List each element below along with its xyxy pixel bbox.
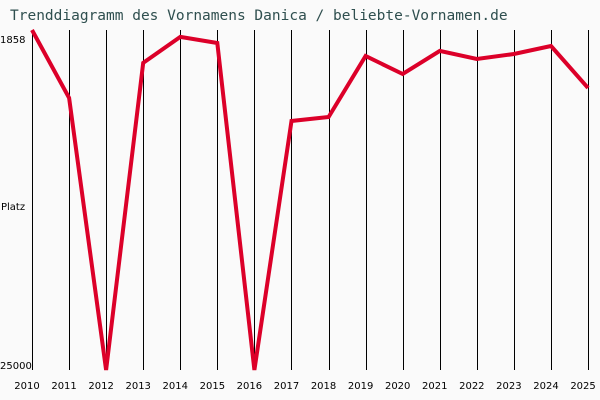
x-tick-label-2020: 2020 <box>384 381 411 392</box>
x-tick-label-2025: 2025 <box>570 381 596 392</box>
x-tick-label-2019: 2019 <box>347 381 374 392</box>
x-tick-label-2022: 2022 <box>459 381 485 392</box>
x-tick-label-2010: 2010 <box>14 381 40 392</box>
x-tick-label-2013: 2013 <box>125 381 151 392</box>
x-tick-label-2021: 2021 <box>422 381 448 392</box>
y-axis-title: Platz <box>1 202 26 213</box>
x-tick-label-2014: 2014 <box>162 381 188 392</box>
x-tick-label-2015: 2015 <box>199 381 226 392</box>
y-axis-bottom-label: 25000 <box>0 361 32 372</box>
y-axis-top-label: 1858 <box>0 35 26 46</box>
x-tick-label-2016: 2016 <box>236 381 263 392</box>
x-tick-label-2011: 2011 <box>51 381 77 392</box>
x-tick-label-2024: 2024 <box>533 381 559 392</box>
x-tick-label-2023: 2023 <box>496 381 522 392</box>
chart-title: Trenddiagramm des Vornamens Danica / bel… <box>10 8 508 24</box>
vertical-gridlines <box>32 30 589 370</box>
x-tick-label-2017: 2017 <box>273 381 300 392</box>
series-line-danica <box>30 29 590 371</box>
x-tick-label-2012: 2012 <box>88 381 114 392</box>
x-tick-label-2018: 2018 <box>310 381 337 392</box>
